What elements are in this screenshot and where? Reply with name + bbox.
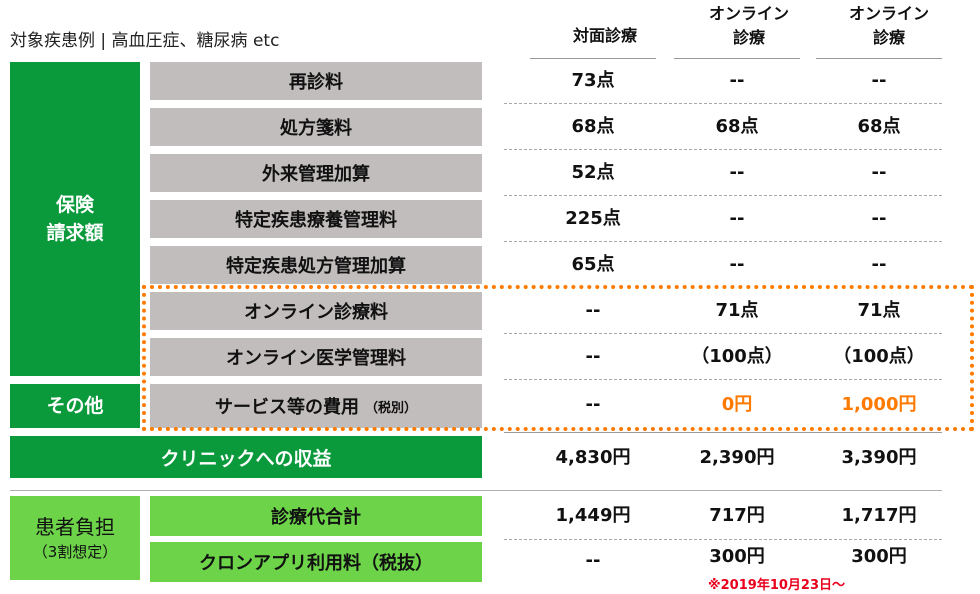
value-cell-highlight: 1,000円: [841, 394, 917, 415]
column-header-line2: 対面診療: [572, 26, 637, 45]
row-separator: [504, 539, 942, 540]
column-header-online-2: オンライン 診療: [814, 2, 964, 50]
column-header-line2: 診療: [872, 28, 905, 47]
revenue-value: 2,390円: [699, 447, 775, 468]
value-cell: 68点: [857, 116, 901, 137]
value-cell: --: [585, 346, 601, 367]
page-title: 対象疾患例 | 高血圧症、糖尿病 etc: [10, 31, 280, 51]
row-label-shinryoudai: 診療代合計: [150, 496, 482, 536]
value-cell: （100点）: [691, 346, 783, 367]
value-cell: 300円: [851, 546, 907, 567]
group-label-kanja: 患者負担 （3割想定）: [10, 496, 140, 580]
value-cell: --: [871, 162, 887, 183]
row-label-tax-note: （税別）: [364, 400, 417, 416]
row-label-tokutei-shohou: 特定疾患処方管理加算: [150, 246, 482, 284]
revenue-value: 3,390円: [841, 447, 917, 468]
value-cell: 1,717円: [841, 505, 917, 526]
row-label-shohousen: 処方箋料: [150, 108, 482, 146]
value-cell: （100点）: [833, 346, 925, 367]
row-separator: [504, 149, 942, 150]
row-label-tokutei-ryouyou: 特定疾患療養管理料: [150, 200, 482, 238]
revenue-label: クリニックへの収益: [10, 436, 482, 478]
value-cell: 65点: [571, 254, 615, 275]
group-label-line2: （3割想定）: [32, 543, 118, 561]
column-header-line2: 診療: [732, 28, 765, 47]
group-label-line2: 請求額: [46, 222, 104, 244]
online-highlight-box: [142, 285, 974, 431]
value-cell: 1,449円: [555, 505, 631, 526]
row-separator: [504, 241, 942, 242]
column-header-line1: オンライン: [708, 4, 789, 23]
row-separator: [504, 103, 942, 104]
value-cell: 717円: [709, 505, 765, 526]
column-header-underline: [674, 58, 800, 59]
footnote-date: ※2019年10月23日～: [708, 578, 846, 593]
group-label-sonota: その他: [10, 384, 140, 428]
value-cell: 300円: [709, 546, 765, 567]
column-header-online-1: オンライン 診療: [674, 2, 824, 50]
value-cell: --: [871, 208, 887, 229]
column-header-taimen: 対面診療: [530, 24, 680, 48]
row-label-text: サービス等の費用: [214, 397, 359, 418]
row-label-curon-app: クロンアプリ利用料（税抜）: [150, 542, 482, 582]
value-cell: --: [585, 550, 601, 571]
row-label-saishin: 再診料: [150, 62, 482, 100]
value-cell: 73点: [571, 70, 615, 91]
column-header-underline: [530, 58, 656, 59]
section-separator: [10, 490, 942, 491]
column-header-underline: [816, 58, 942, 59]
value-cell: --: [729, 70, 745, 91]
row-label-online-igaku: オンライン医学管理料: [150, 338, 482, 376]
row-separator: [504, 195, 942, 196]
value-cell: --: [585, 394, 601, 415]
value-cell: --: [729, 208, 745, 229]
row-separator: [504, 379, 942, 380]
revenue-value: 4,830円: [555, 447, 631, 468]
value-cell: --: [729, 254, 745, 275]
value-cell: 68点: [715, 116, 759, 137]
row-label-online-shinryou: オンライン診療料: [150, 292, 482, 330]
section-separator: [504, 432, 942, 433]
value-cell: 68点: [571, 116, 615, 137]
value-cell: 71点: [715, 300, 759, 321]
row-label-service: サービス等の費用 （税別）: [150, 384, 482, 428]
group-label-line1: 患者負担: [34, 515, 115, 539]
value-cell: --: [585, 300, 601, 321]
value-cell: 225点: [565, 208, 621, 229]
row-separator: [504, 333, 942, 334]
value-cell: --: [871, 254, 887, 275]
value-cell-highlight: 0円: [721, 394, 753, 415]
value-cell: --: [729, 162, 745, 183]
column-header-line1: オンライン: [848, 4, 929, 23]
value-cell: 52点: [571, 162, 615, 183]
row-label-gairai: 外来管理加算: [150, 154, 482, 192]
group-label-hoken: 保険 請求額: [10, 62, 140, 376]
group-label-line1: 保険: [55, 194, 94, 216]
value-cell: 71点: [857, 300, 901, 321]
value-cell: --: [871, 70, 887, 91]
